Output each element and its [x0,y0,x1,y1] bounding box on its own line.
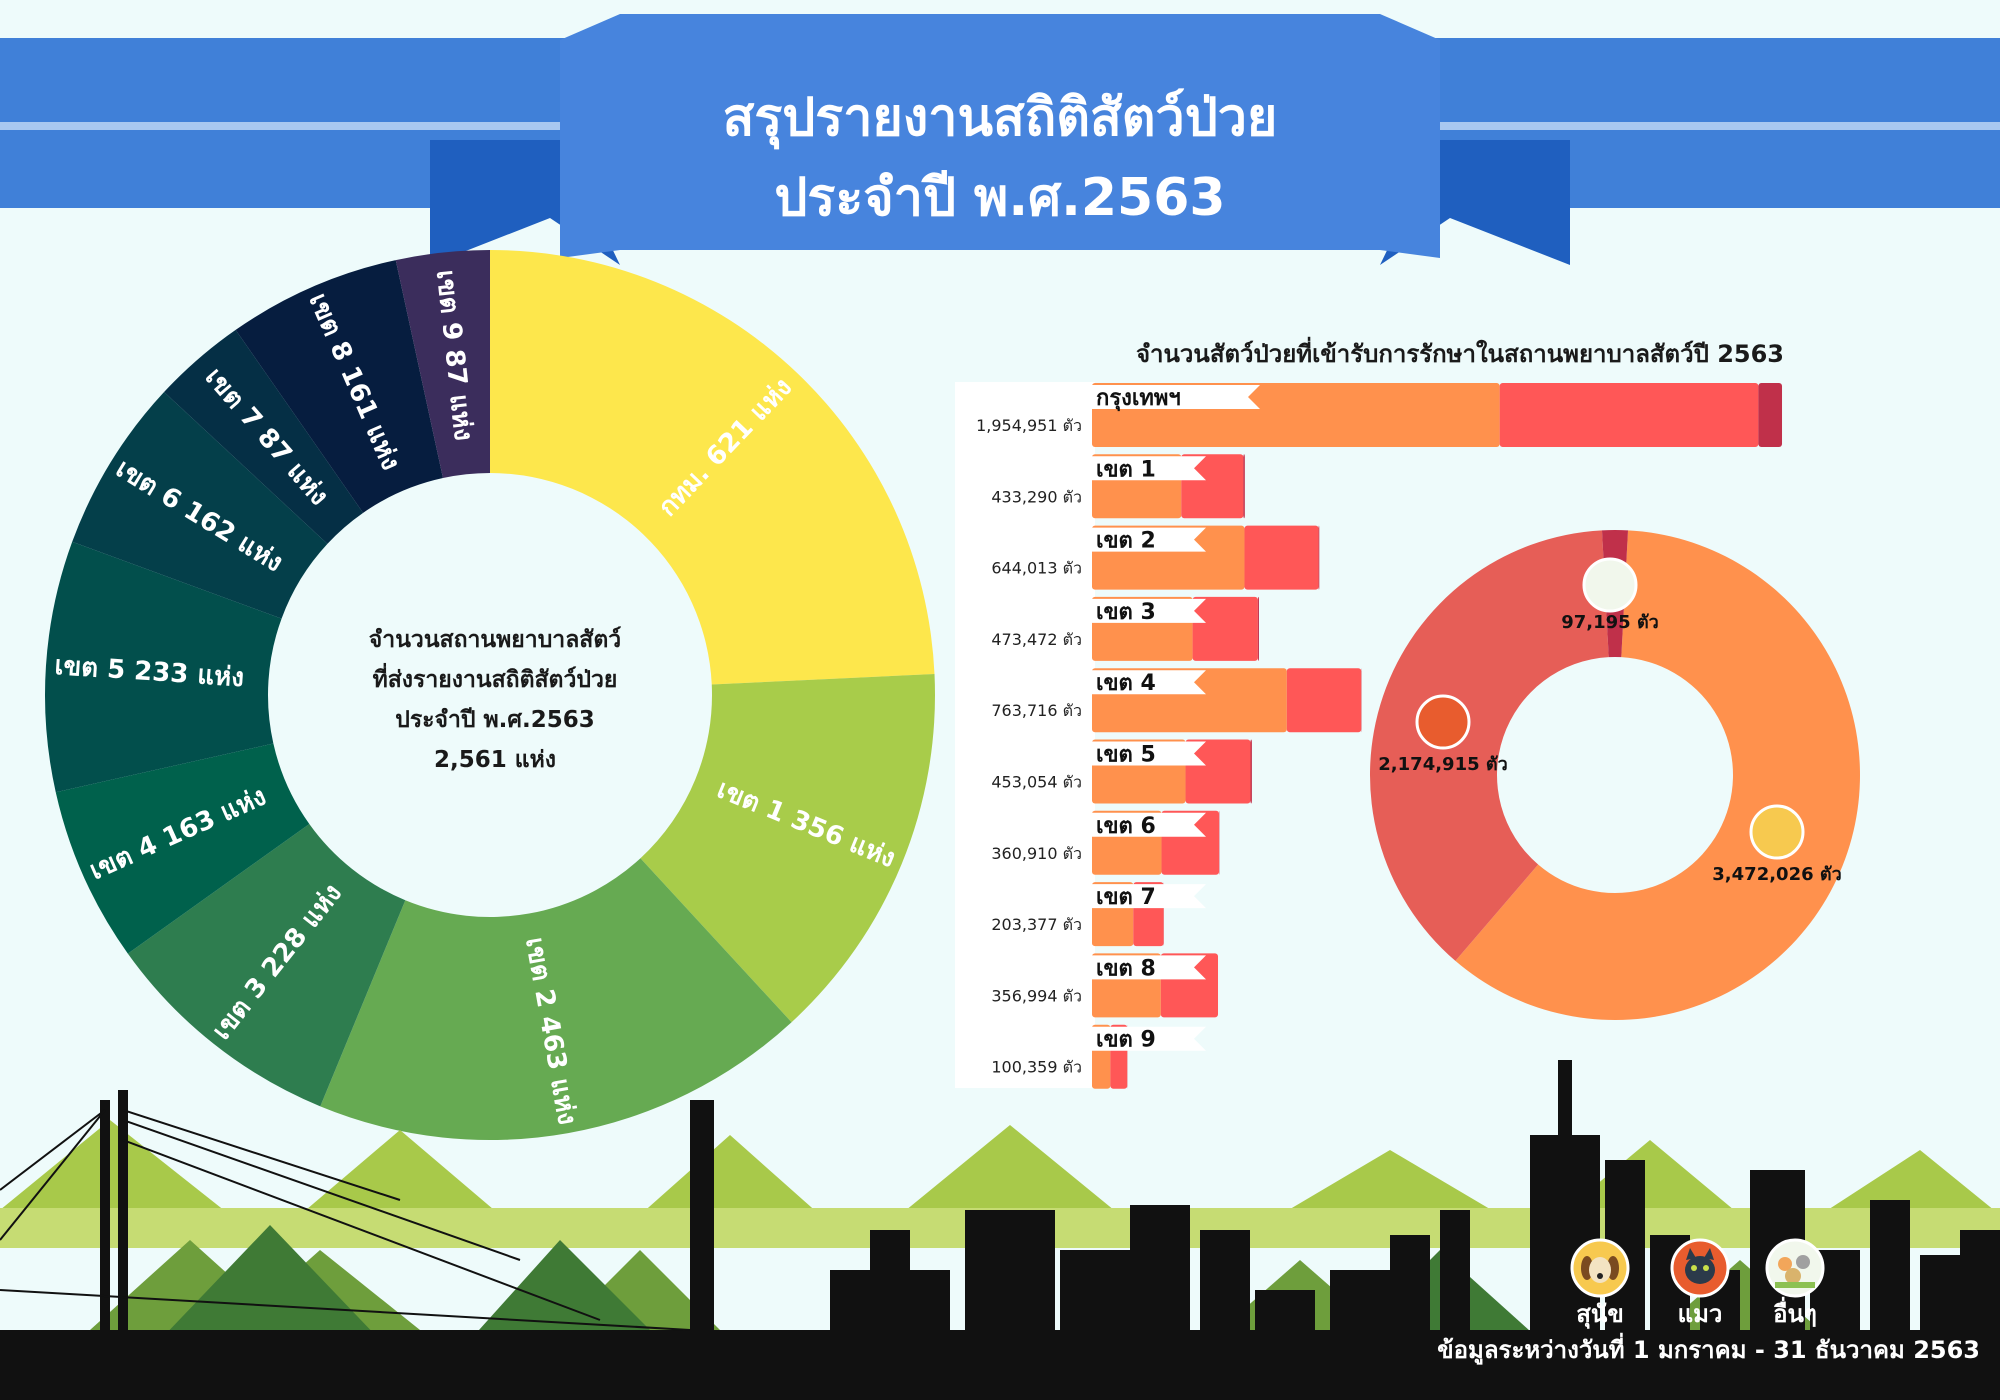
bar-total-label-7: 203,377 ตัว [991,915,1082,934]
bar-3-2 [1257,596,1259,661]
animal-slice-label-2: 97,195 ตัว [1561,612,1659,633]
bar-0-2 [1758,383,1783,447]
bar-category-label-0: กรุงเทพฯ [1096,386,1181,412]
bar-3-1 [1192,596,1258,661]
bar-4-1 [1286,668,1362,733]
bar-category-tag-7 [1092,884,1206,909]
bar-1-2 [1243,454,1245,519]
bar-category-tag-8 [1092,955,1206,980]
animal-slice-label-1: 2,174,915 ตัว [1378,754,1507,775]
donut-slice-6 [72,392,328,619]
bar-1-1 [1181,454,1244,519]
donut-center-line-1: จำนวนสถานพยาบาลสัตว์ [368,627,622,653]
page-title: สรุปรายงานสถิติสัตว์ป่วย [722,88,1278,148]
bar-category-label-8: เขต 8 [1096,956,1156,981]
page-subtitle: ประจำปี พ.ศ.2563 [774,168,1226,228]
bar-total-label-9: 100,359 ตัว [991,1058,1082,1077]
donut-slice-9 [395,250,490,479]
cat-icon [1415,694,1471,750]
legend-label-other: อื่นๆ [1773,1300,1817,1328]
animal-slice-1 [1369,530,1609,961]
donut-slice-1 [640,673,935,1023]
animal-slice-0 [1455,530,1860,1021]
bar-category-tag-9 [1092,1026,1206,1051]
bar-category-label-5: เขต 5 [1096,743,1156,768]
bar-total-label-1: 433,290 ตัว [991,487,1082,506]
donut-slice-2 [320,858,792,1140]
donut-slice-8 [235,260,443,513]
donut-center-line-3: ประจำปี พ.ศ.2563 [395,707,595,733]
bar-total-label-5: 453,054 ตัว [991,773,1082,792]
bar-category-label-9: เขต 9 [1096,1028,1156,1053]
dog-icon [1570,1238,1630,1298]
dog-icon [1749,804,1805,860]
bar-category-label-4: เขต 4 [1096,671,1156,696]
bar-total-label-2: 644,013 ตัว [991,559,1082,578]
donut-center-total: 2,561 แห่ง [434,747,556,773]
data-period-note: ข้อมูลระหว่างวันที่ 1 มกราคม - 31 ธันวาค… [1437,1336,1980,1364]
bar-total-label-8: 356,994 ตัว [991,986,1082,1005]
bar-category-tag-3 [1092,598,1206,623]
donut-slice-5 [44,541,282,793]
bar-category-tag-4 [1092,670,1206,695]
bar-total-label-0: 1,954,951 ตัว [976,416,1082,435]
bar-total-label-4: 763,716 ตัว [991,701,1082,720]
bar-0-1 [1499,383,1759,447]
animal-slice-label-0: 3,472,026 ตัว [1712,864,1841,885]
bar-totals-panel [955,382,1095,1088]
donut-slice-3 [127,824,406,1107]
bar-category-tag-6 [1092,812,1206,837]
bar-total-label-6: 360,910 ตัว [991,844,1082,863]
bar-5-1 [1185,739,1251,804]
legend-label-cat: แมว [1677,1300,1723,1328]
bar-total-label-3: 473,472 ตัว [991,630,1082,649]
donut-center-line-2: ที่ส่งรายงานสถิติสัตว์ป่วย [372,667,618,693]
bar-category-label-7: เขต 7 [1096,885,1156,910]
bar-chart-title: จำนวนสัตว์ป่วยที่เข้ารับการรักษาในสถานพย… [1135,340,1785,368]
donut-slice-4 [55,743,310,954]
bar-category-tag-0 [1092,385,1260,409]
bar-category-label-3: เขต 3 [1096,600,1156,625]
legend-label-dog: สุนัข [1576,1300,1624,1328]
bar-category-tag-1 [1092,456,1206,481]
donut-slice-7 [164,329,364,544]
donut-slice-0 [490,250,935,685]
cat-icon [1670,1238,1730,1298]
bar-category-tag-2 [1092,527,1206,552]
bar-2-2 [1318,525,1320,590]
bar-5-2 [1250,739,1252,804]
bar-category-label-1: เขต 1 [1096,457,1156,482]
bar-2-1 [1244,525,1319,590]
title-banner [0,14,2000,265]
bar-category-label-2: เขต 2 [1096,529,1156,554]
animals-icon [1765,1238,1825,1298]
bar-category-tag-5 [1092,741,1206,766]
bar-category-label-6: เขต 6 [1096,814,1156,839]
animals-icon [1582,557,1638,613]
